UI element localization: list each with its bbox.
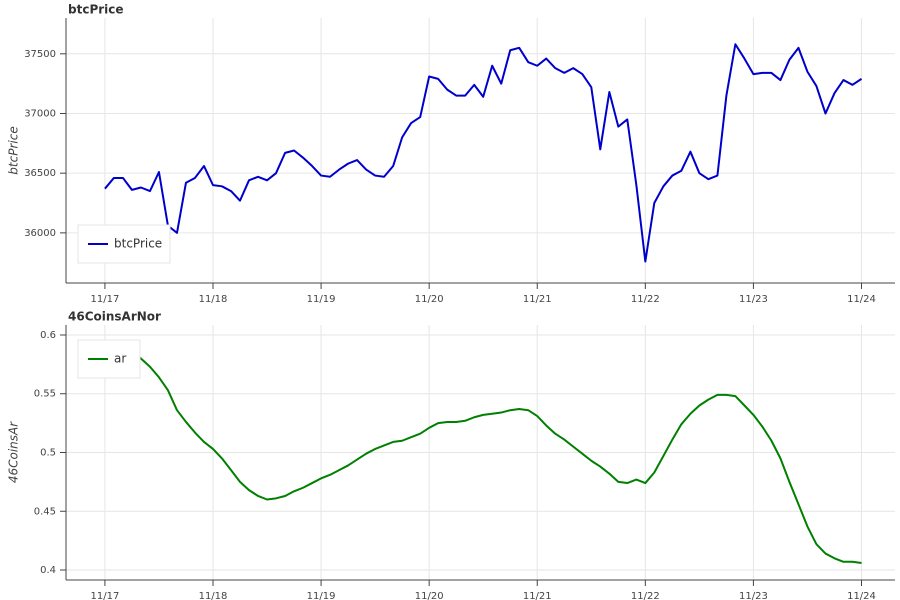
y-tick-label: 36000: [24, 228, 56, 239]
x-tick-label: 11/20: [415, 591, 444, 600]
y-tick-label: 36500: [24, 168, 56, 179]
x-tick-label: 11/22: [631, 294, 660, 305]
x-tick-label: 11/23: [739, 591, 768, 600]
x-tick-label: 11/19: [307, 294, 336, 305]
chart-title: 46CoinsArNor: [68, 310, 161, 324]
x-tick-label: 11/24: [847, 294, 876, 305]
y-axis-label: 46CoinsAr: [7, 421, 21, 483]
x-tick-label: 11/17: [90, 294, 119, 305]
legend-label: btcPrice: [114, 237, 162, 251]
legend-label: ar: [114, 352, 126, 366]
y-axis-label: btcPrice: [7, 126, 21, 174]
x-tick-label: 11/17: [90, 591, 119, 600]
y-tick-label: 0.4: [40, 565, 56, 576]
chart-title: btcPrice: [68, 3, 124, 17]
x-tick-label: 11/21: [523, 591, 552, 600]
x-tick-label: 11/21: [523, 294, 552, 305]
y-tick-label: 0.6: [40, 330, 56, 341]
x-tick-label: 11/18: [199, 591, 228, 600]
series-line: [104, 341, 862, 564]
y-tick-label: 37000: [24, 108, 56, 119]
x-tick-label: 11/24: [847, 591, 876, 600]
x-tick-label: 11/23: [739, 294, 768, 305]
y-tick-label: 37500: [24, 49, 56, 60]
x-tick-label: 11/19: [307, 591, 336, 600]
y-tick-label: 0.45: [34, 506, 56, 517]
y-tick-label: 0.55: [34, 389, 56, 400]
x-tick-label: 11/22: [631, 591, 660, 600]
x-tick-label: 11/20: [415, 294, 444, 305]
y-tick-label: 0.5: [40, 448, 56, 459]
x-tick-label: 11/18: [199, 294, 228, 305]
series-line: [104, 43, 863, 263]
legend-box: [77, 339, 141, 379]
